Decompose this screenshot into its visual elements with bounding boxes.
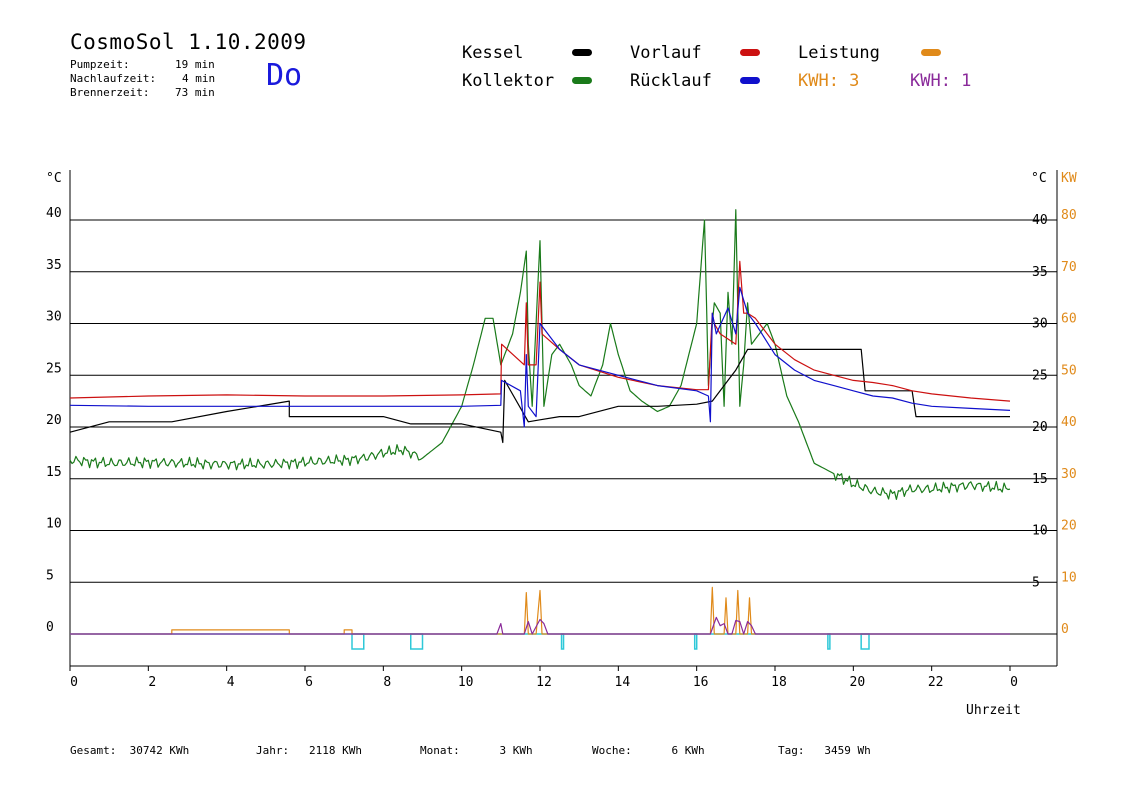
stat-brennerzeit-label: Brennerzeit: bbox=[70, 86, 150, 99]
x-tick-label: 8 bbox=[383, 675, 391, 690]
x-axis-label: Uhrzeit bbox=[966, 703, 1021, 718]
legend-ruecklauf-swatch bbox=[740, 77, 760, 84]
x-tick-label: 22 bbox=[928, 675, 944, 690]
kw-tick-label: 60 bbox=[1061, 312, 1077, 327]
weekday-label: Do bbox=[266, 58, 303, 93]
pump-pulse-1 bbox=[410, 633, 424, 650]
footer-gesamt: Gesamt: 30742 KWh bbox=[70, 744, 190, 757]
legend-leistung: Leistung bbox=[798, 43, 880, 63]
pump-pulse-3 bbox=[693, 633, 698, 650]
pump-pulse-5 bbox=[860, 633, 870, 650]
stat-brennerzeit-value: 73 min bbox=[175, 86, 215, 99]
stat-nachlaufzeit-value: 4 min bbox=[182, 72, 216, 85]
chart-labels: 0 2 4 6 8 10 12 14 16 18 20 22 040353025201510504035… bbox=[46, 171, 1077, 718]
kw-tick-label: 0 bbox=[1061, 622, 1069, 637]
y-tick-label-right: 20 bbox=[1032, 420, 1048, 435]
y-tick-label-left: 20 bbox=[46, 413, 62, 428]
legend-leistung-swatch bbox=[921, 49, 941, 56]
x-tick-label: 14 bbox=[615, 675, 631, 690]
x-tick-label: 20 bbox=[850, 675, 866, 690]
stat-pumpzeit-label: Pumpzeit: bbox=[70, 58, 130, 71]
legend-kollektor: Kollektor bbox=[462, 71, 555, 91]
y-unit-left: °C bbox=[46, 171, 62, 186]
x-tick-label: 0 bbox=[1010, 675, 1018, 690]
pump-pulse-4 bbox=[827, 633, 831, 650]
footer-monat: Monat: 3 KWh bbox=[420, 744, 533, 757]
x-tick-label: 16 bbox=[693, 675, 709, 690]
y-tick-label-right: 5 bbox=[1032, 575, 1040, 590]
pump-pulse-0 bbox=[351, 633, 365, 650]
kw-tick-label: 70 bbox=[1061, 260, 1077, 275]
x-tick-label: 10 bbox=[458, 675, 474, 690]
legend-ruecklauf: Rücklauf bbox=[630, 71, 712, 91]
series-leistung bbox=[70, 586, 1010, 635]
series-kwh_b bbox=[70, 616, 1010, 635]
legend-vorlauf-swatch bbox=[740, 49, 760, 56]
series-kessel bbox=[69, 348, 1010, 444]
legend-kwh-b: KWH: 1 bbox=[910, 71, 972, 91]
y-tick-label-right: 10 bbox=[1032, 524, 1048, 539]
kw-tick-label: 80 bbox=[1061, 208, 1077, 223]
kw-unit: KW bbox=[1061, 171, 1077, 186]
y-tick-label-left: 10 bbox=[46, 517, 62, 532]
y-tick-label-right: 25 bbox=[1032, 368, 1048, 383]
legend-kwh-a: KWH: 3 bbox=[798, 71, 860, 91]
footer-woche: Woche: 6 KWh bbox=[592, 744, 705, 757]
footer-jahr: Jahr: 2118 KWh bbox=[256, 744, 362, 757]
pump-pulse-2 bbox=[560, 633, 565, 650]
kw-tick-label: 40 bbox=[1061, 415, 1077, 430]
x-tick-label: 0 bbox=[70, 675, 78, 690]
legend-kessel: Kessel bbox=[462, 43, 524, 63]
kw-tick-label: 20 bbox=[1061, 519, 1077, 534]
chart-title: CosmoSol 1.10.2009 bbox=[70, 30, 307, 54]
series-vorlauf bbox=[69, 260, 1011, 402]
y-tick-label-left: 15 bbox=[46, 465, 62, 480]
y-tick-label-right: 15 bbox=[1032, 472, 1048, 487]
y-tick-label-left: 5 bbox=[46, 568, 54, 583]
kw-tick-label: 50 bbox=[1061, 363, 1077, 378]
y-tick-label-left: 40 bbox=[46, 206, 62, 221]
kw-tick-label: 10 bbox=[1061, 570, 1077, 585]
chart-series bbox=[69, 209, 1057, 650]
x-tick-label: 12 bbox=[536, 675, 552, 690]
y-tick-label-left: 35 bbox=[46, 258, 62, 273]
legend-kollektor-swatch bbox=[572, 77, 592, 84]
y-tick-label-left: 30 bbox=[46, 310, 62, 325]
y-unit-right: °C bbox=[1031, 171, 1047, 186]
y-tick-label-right: 30 bbox=[1032, 317, 1048, 332]
x-tick-label: 4 bbox=[227, 675, 235, 690]
legend-vorlauf: Vorlauf bbox=[630, 43, 702, 63]
series-ruecklauf bbox=[69, 286, 1011, 428]
y-tick-label-left: 0 bbox=[46, 620, 54, 635]
series-kollektor bbox=[69, 209, 1011, 500]
y-tick-label-right: 40 bbox=[1032, 213, 1048, 228]
y-tick-label-left: 25 bbox=[46, 361, 62, 376]
stat-nachlaufzeit-label: Nachlaufzeit: bbox=[70, 72, 157, 85]
stat-pumpzeit-value: 19 min bbox=[175, 58, 215, 71]
x-tick-label: 2 bbox=[148, 675, 156, 690]
kw-tick-label: 30 bbox=[1061, 467, 1077, 482]
x-tick-label: 6 bbox=[305, 675, 313, 690]
chart-grid bbox=[69, 170, 1058, 671]
x-tick-label: 18 bbox=[771, 675, 787, 690]
legend-kessel-swatch bbox=[572, 49, 592, 56]
footer-tag: Tag: 3459 Wh bbox=[778, 744, 871, 757]
y-tick-label-right: 35 bbox=[1032, 265, 1048, 280]
